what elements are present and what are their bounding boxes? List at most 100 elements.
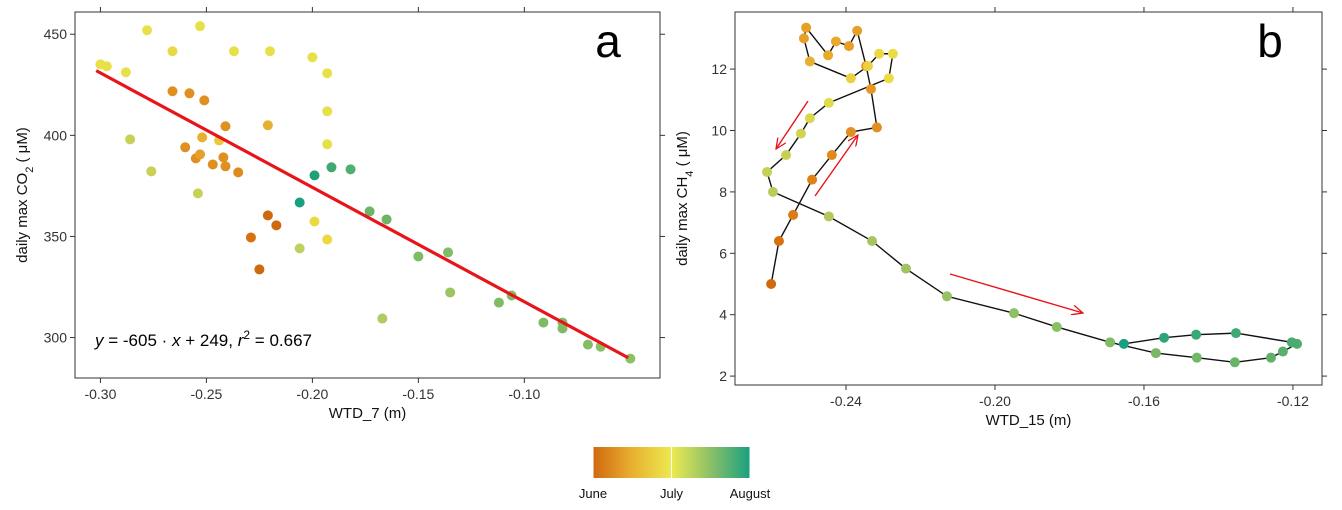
data-point [823, 211, 834, 222]
x-tick-label: -0.20 [979, 393, 1011, 409]
equation-part: = [250, 331, 269, 350]
x-tick-label: -0.24 [830, 393, 862, 409]
y-tick-label: 400 [44, 127, 68, 143]
equation-part: , [228, 331, 237, 350]
colorbar-label: August [730, 486, 771, 501]
plot-frame [734, 11, 1323, 386]
equation-part: x [171, 331, 181, 350]
data-point [294, 243, 305, 254]
data-point [443, 247, 454, 258]
data-point [307, 52, 318, 63]
data-point [309, 216, 320, 227]
data-point [192, 188, 203, 199]
data-point [867, 236, 878, 247]
data-point [207, 159, 218, 170]
data-point [197, 132, 208, 143]
y-tick-label: 300 [44, 330, 68, 346]
data-point [1105, 337, 1116, 348]
x-tick-label: -0.20 [296, 386, 328, 402]
data-point [1191, 329, 1202, 340]
data-point [220, 121, 231, 132]
plot-frame [74, 11, 661, 379]
data-point [345, 164, 356, 175]
data-point [1229, 357, 1240, 368]
equation-part: 249 [200, 331, 228, 350]
panel: -0.24 -0.20 -0.16 -0.12 2 4 6 8 10 12 WTD_15 (m) da… [674, 7, 1327, 429]
panel-label: a [595, 15, 621, 67]
data-point [941, 291, 952, 302]
y-tick-label: 2 [719, 368, 727, 384]
data-point [364, 206, 375, 217]
data-point [262, 210, 273, 221]
equation-part: 0.667 [269, 331, 312, 350]
equation-part: y [94, 331, 105, 350]
x-tick-label: -0.10 [508, 386, 540, 402]
data-point [845, 73, 856, 84]
data-point [199, 95, 210, 106]
data-point [1150, 348, 1161, 359]
data-point [265, 46, 275, 57]
colorbar-label: June [579, 486, 607, 501]
data-point [413, 251, 424, 262]
panel-label: b [1257, 15, 1283, 67]
data-point [874, 48, 885, 59]
y-axis-label-part: ( μM) [14, 127, 31, 166]
data-point [493, 297, 504, 308]
data-point [781, 150, 792, 161]
data-point [294, 197, 305, 208]
data-point [871, 122, 882, 133]
x-tick-label: -0.12 [1277, 393, 1309, 409]
data-point [1286, 337, 1297, 348]
panel: -0.30 -0.25 -0.20 -0.15 -0.10 300 350 400 450 WTD… [14, 7, 665, 422]
data-point [322, 68, 333, 79]
y-axis-label: daily max CH4 ( μM) [674, 131, 696, 266]
data-point [773, 236, 784, 247]
data-point [142, 25, 153, 36]
data-point [843, 41, 854, 52]
colorbar-label: July [660, 486, 684, 501]
y-tick-label: 4 [719, 307, 727, 323]
data-point [101, 61, 112, 72]
x-tick-label: -0.15 [402, 386, 434, 402]
y-axis-label-part: daily max CH [674, 177, 691, 266]
data-point [195, 21, 206, 32]
data-point [823, 50, 834, 61]
data-point [883, 73, 894, 84]
data-point [218, 152, 229, 163]
data-point [852, 25, 863, 36]
data-point [762, 166, 773, 177]
data-point [146, 166, 157, 177]
y-tick-label: 350 [44, 228, 68, 244]
data-point [788, 209, 799, 220]
data-point [309, 170, 320, 181]
data-point [322, 139, 333, 150]
data-point [167, 86, 178, 97]
trend-arrow [776, 100, 809, 149]
data-point [184, 88, 195, 99]
data-point [271, 220, 282, 231]
data-point [862, 61, 873, 72]
data-point [326, 162, 337, 173]
data-point [322, 106, 333, 117]
data-point [798, 33, 809, 44]
y-axis-label-part: ( μM) [674, 131, 691, 170]
y-tick-label: 12 [711, 61, 727, 77]
y-axis-label: daily max CO2 ( μM) [14, 127, 36, 263]
data-point [1230, 328, 1241, 339]
data-point [445, 287, 456, 298]
y-axis-label-part: 2 [24, 167, 36, 173]
equation-part: + [181, 331, 200, 350]
y-axis-label-part: 4 [684, 171, 696, 177]
data-point [804, 113, 815, 124]
data-point [766, 278, 777, 289]
data-point [322, 234, 333, 245]
x-axis-label: WTD_15 (m) [986, 412, 1072, 429]
x-tick-label: -0.30 [84, 386, 116, 402]
equation: y = -605 · x + 249, r2 = 0.667 [94, 328, 312, 350]
data-point [823, 97, 834, 108]
data-point [1265, 352, 1276, 363]
data-point [807, 174, 818, 185]
equation-part: -605 [123, 331, 157, 350]
data-point [377, 313, 388, 324]
